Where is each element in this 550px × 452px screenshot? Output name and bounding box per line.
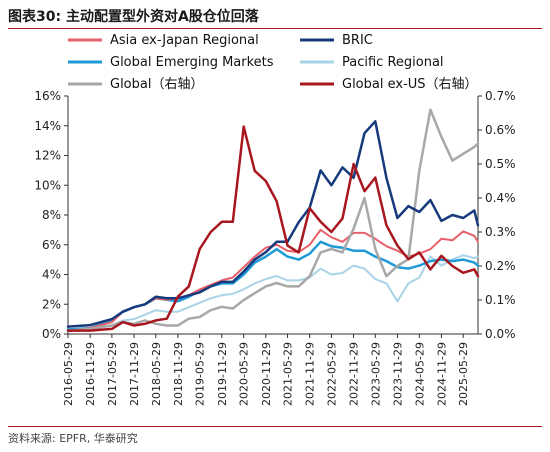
y-right-tick-label: 0.2%: [485, 259, 516, 273]
y-right-tick-label: 0.0%: [485, 327, 516, 341]
series-line-3: [67, 254, 479, 332]
y-left-tick-label: 10%: [34, 178, 61, 192]
legend-label: Global（右轴）: [110, 77, 203, 92]
legend-label: Asia ex-Japan Regional: [110, 33, 259, 48]
x-tick-label: 2017-05-29: [106, 342, 119, 406]
y-right-tick-label: 0.1%: [485, 293, 516, 307]
x-tick-label: 2016-05-29: [62, 342, 75, 406]
legend-label: Pacific Regional: [342, 55, 444, 70]
x-tick-label: 2025-05-29: [457, 342, 470, 406]
y-left-tick-label: 12%: [34, 149, 61, 163]
legend-label: BRIC: [342, 33, 373, 48]
y-left-tick-label: 0%: [42, 327, 61, 341]
footer-divider: [8, 426, 542, 427]
figure-header: 图表30: 主动配置型外资对A股仓位回落: [8, 4, 542, 29]
figure-title: 图表30: 主动配置型外资对A股仓位回落: [8, 9, 259, 25]
x-tick-label: 2024-05-29: [413, 342, 426, 406]
x-tick-label: 2022-05-29: [325, 342, 338, 406]
legend-label: Global ex-US（右轴）: [342, 77, 478, 92]
y-left-tick-label: 2%: [42, 297, 61, 311]
x-tick-label: 2019-05-29: [194, 342, 207, 406]
y-left-tick-label: 14%: [34, 119, 61, 133]
x-tick-label: 2016-11-29: [84, 342, 97, 406]
x-tick-label: 2023-11-29: [391, 342, 404, 406]
y-right-tick-label: 0.6%: [485, 123, 516, 137]
y-right-tick-label: 0.3%: [485, 225, 516, 239]
y-right-tick-label: 0.5%: [485, 157, 516, 171]
y-left-tick-label: 4%: [42, 268, 61, 282]
x-tick-label: 2018-05-29: [150, 342, 163, 406]
y-right-tick-label: 0.7%: [485, 89, 516, 103]
x-tick-label: 2023-05-29: [369, 342, 382, 406]
y-left-tick-label: 16%: [34, 89, 61, 103]
x-tick-label: 2022-11-29: [348, 342, 361, 406]
x-tick-label: 2018-11-29: [172, 342, 185, 406]
legend-label: Global Emerging Markets: [110, 55, 274, 70]
x-tick-label: 2021-11-29: [304, 342, 317, 406]
series-line-4: [66, 108, 480, 332]
x-tick-label: 2017-11-29: [128, 342, 141, 406]
series-line-5: [66, 125, 480, 332]
y-right-tick-label: 0.4%: [485, 191, 516, 205]
y-left-tick-label: 8%: [42, 208, 61, 222]
x-tick-label: 2019-11-29: [216, 342, 229, 406]
series-line-1: [66, 120, 480, 328]
y-left-tick-label: 6%: [42, 238, 61, 252]
x-tick-label: 2020-11-29: [260, 342, 273, 406]
x-tick-label: 2021-05-29: [282, 342, 295, 406]
figure-source: 资料来源: EPFR, 华泰研究: [8, 432, 138, 445]
x-tick-label: 2020-05-29: [238, 342, 251, 406]
x-tick-label: 2024-11-29: [435, 342, 448, 406]
